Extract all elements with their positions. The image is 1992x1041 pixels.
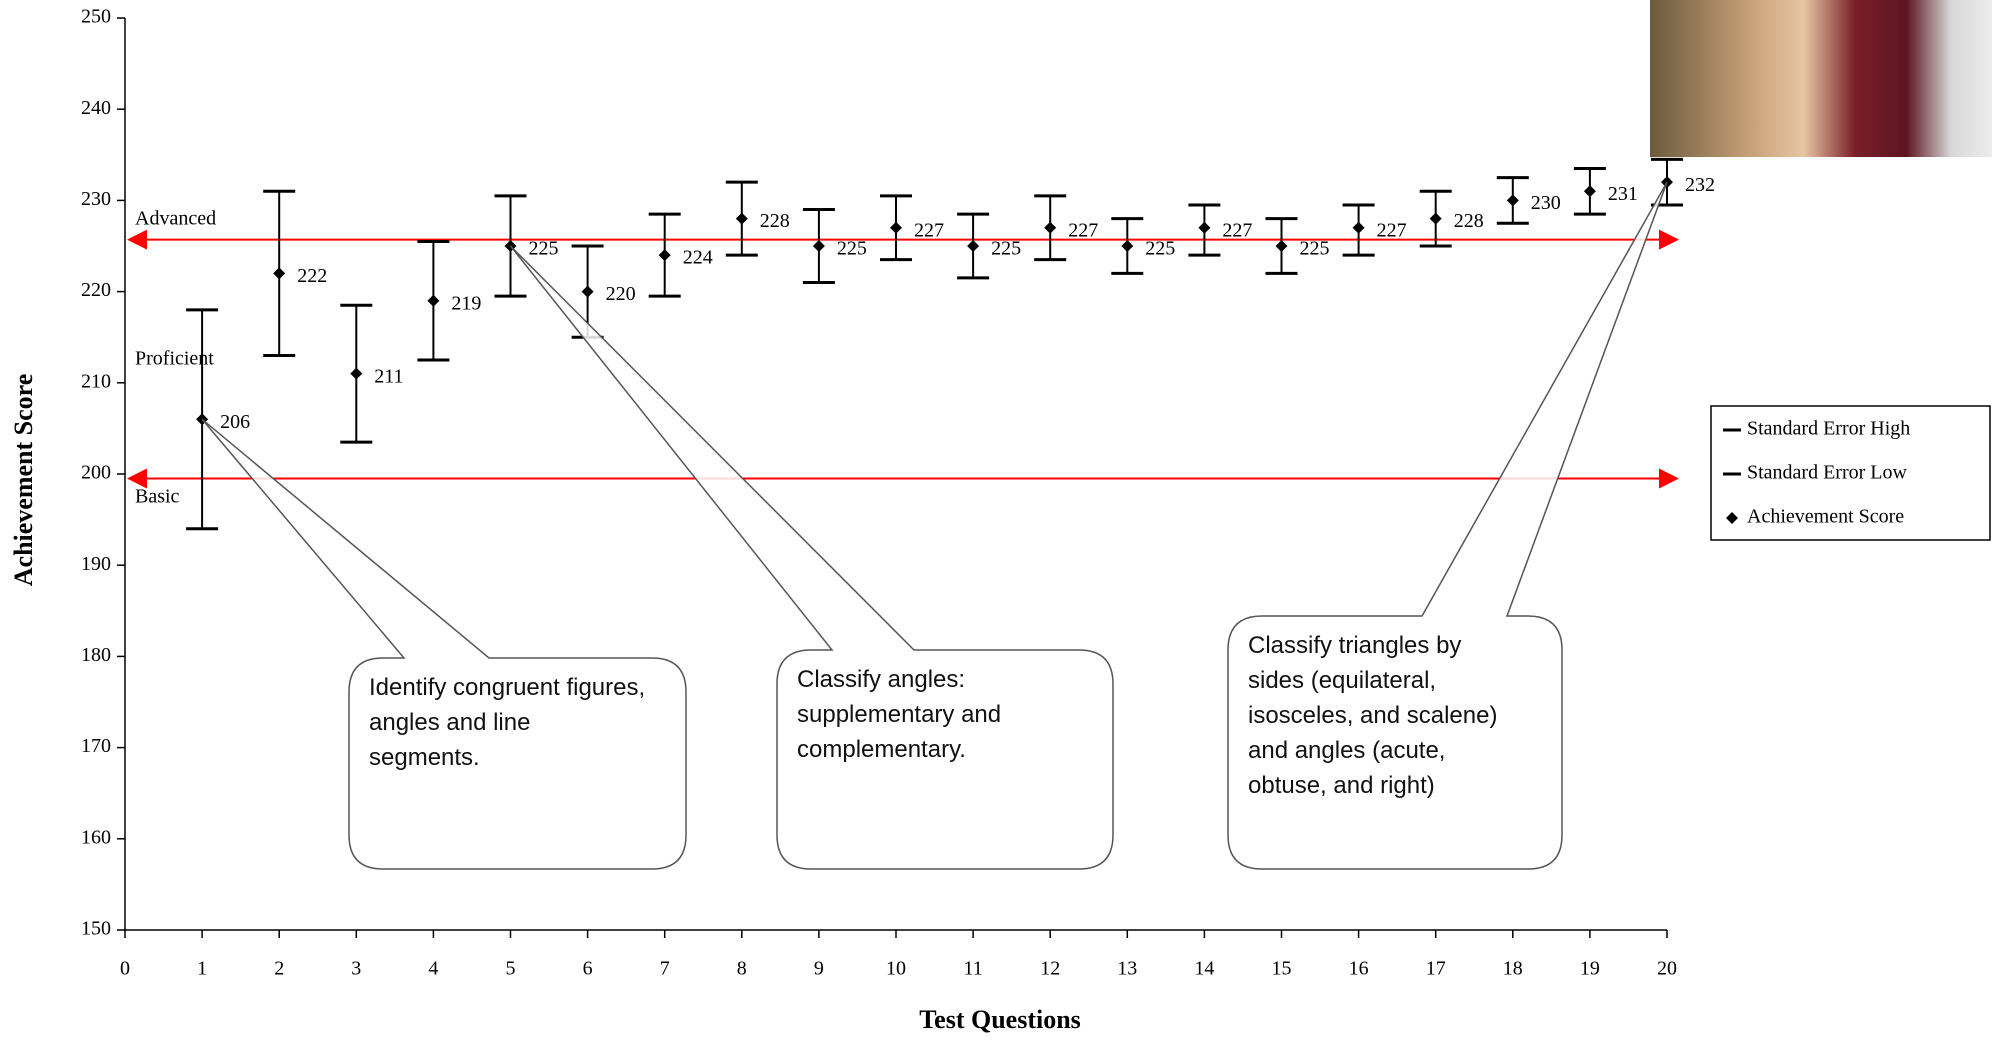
callout-text: Identify congruent figures, angles and l… <box>369 674 646 771</box>
x-tick-label: 10 <box>886 958 906 980</box>
data-point <box>273 267 286 280</box>
data-point <box>812 240 825 252</box>
y-tick-label: 200 <box>81 462 111 484</box>
legend-label: Achievement Score <box>1747 506 1904 528</box>
x-tick-label: 14 <box>1194 958 1214 980</box>
data-point <box>581 285 594 298</box>
y-tick-label: 190 <box>81 553 111 575</box>
data-label: 225 <box>1145 238 1175 260</box>
data-point <box>1352 221 1365 234</box>
data-label: 231 <box>1608 183 1638 205</box>
x-tick-label: 16 <box>1349 958 1369 980</box>
data-label: 227 <box>914 219 944 241</box>
data-point <box>890 221 902 234</box>
x-tick-label: 8 <box>737 958 747 980</box>
x-tick-label: 0 <box>120 958 130 980</box>
level-label: Proficient <box>135 348 214 370</box>
x-tick-label: 11 <box>963 958 982 980</box>
y-axis-label: Achievement Score <box>9 374 38 587</box>
level-label: Basic <box>135 486 180 508</box>
data-label: 227 <box>1068 219 1098 241</box>
y-tick-label: 160 <box>81 826 111 848</box>
data-label: 230 <box>1531 192 1561 214</box>
data-point <box>350 367 363 380</box>
y-tick-label: 240 <box>81 97 111 119</box>
data-label: 222 <box>297 265 327 287</box>
data-point <box>1506 194 1519 207</box>
x-tick-label: 6 <box>583 958 593 980</box>
y-tick-label: 250 <box>81 6 111 28</box>
x-tick-label: 15 <box>1272 958 1292 980</box>
data-label: 224 <box>683 247 713 269</box>
x-tick-label: 19 <box>1580 958 1600 980</box>
x-tick-label: 3 <box>351 958 361 980</box>
y-tick-label: 150 <box>81 918 111 940</box>
data-label: 227 <box>1222 219 1252 241</box>
x-tick-label: 9 <box>814 958 824 980</box>
data-label: 219 <box>451 292 481 314</box>
data-label: 211 <box>374 365 403 387</box>
x-tick-label: 18 <box>1503 958 1523 980</box>
x-tick-label: 5 <box>506 958 516 980</box>
x-tick-label: 20 <box>1657 958 1677 980</box>
x-tick-label: 13 <box>1117 958 1137 980</box>
y-tick-label: 230 <box>81 188 111 210</box>
y-tick-label: 170 <box>81 735 111 757</box>
data-point <box>1198 221 1211 234</box>
data-label: 225 <box>1300 238 1330 260</box>
y-tick-label: 180 <box>81 644 111 666</box>
legend-label: Standard Error Low <box>1747 462 1908 484</box>
callout-box <box>201 418 687 870</box>
data-label: 225 <box>529 238 559 260</box>
legend-swatch <box>1726 512 1738 524</box>
x-tick-label: 7 <box>660 958 670 980</box>
y-tick-label: 220 <box>81 279 111 301</box>
data-point <box>735 212 748 225</box>
data-label: 232 <box>1685 174 1715 196</box>
data-label: 206 <box>220 411 250 433</box>
data-point <box>1429 212 1442 225</box>
data-point <box>1121 240 1134 252</box>
data-point <box>658 249 671 262</box>
x-tick-label: 2 <box>274 958 284 980</box>
data-point <box>427 294 440 307</box>
x-tick-label: 12 <box>1040 958 1060 980</box>
level-label: Advanced <box>135 208 216 230</box>
legend-label: Standard Error High <box>1747 418 1910 440</box>
data-label: 228 <box>1454 210 1484 232</box>
data-point <box>1044 221 1057 234</box>
x-tick-label: 4 <box>428 958 438 980</box>
data-point <box>967 240 980 252</box>
callout-box <box>1227 181 1668 870</box>
data-label: 225 <box>991 238 1021 260</box>
data-label: 228 <box>760 210 790 232</box>
data-point <box>1583 185 1596 198</box>
data-label: 227 <box>1377 219 1407 241</box>
callout-text: Classify triangles by sides (equilateral… <box>1248 632 1498 799</box>
x-axis-label: Test Questions <box>919 1005 1081 1034</box>
callout-text: Classify angles: supplementary and compl… <box>797 666 1002 763</box>
y-tick-label: 210 <box>81 370 111 392</box>
x-tick-label: 1 <box>197 958 207 980</box>
legend-box <box>1710 405 1991 541</box>
x-tick-label: 17 <box>1426 958 1446 980</box>
callout-box <box>509 245 1114 870</box>
photo <box>1650 0 1992 157</box>
data-point <box>1275 240 1288 252</box>
data-label: 220 <box>606 283 636 305</box>
data-label: 225 <box>837 238 867 260</box>
